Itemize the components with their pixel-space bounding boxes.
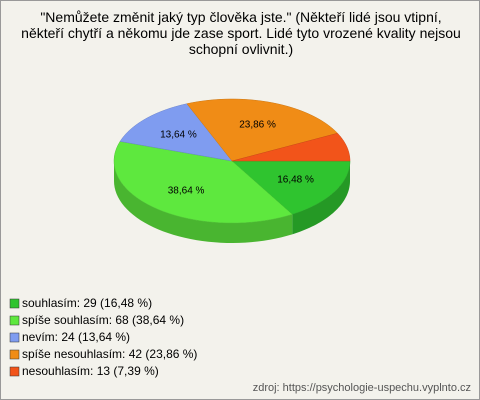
legend-entry: souhlasím: 29 (16,48 %) bbox=[22, 296, 152, 310]
slice bbox=[113, 141, 293, 224]
data-label: 16,48 % bbox=[277, 175, 314, 186]
data-label: 38,64 % bbox=[168, 186, 205, 197]
slice bbox=[119, 103, 233, 162]
legend-entry: nesouhlasím: 13 (7,39 %) bbox=[22, 364, 159, 378]
legend-entry: nevím: 24 (13,64 %) bbox=[22, 330, 130, 344]
slice bbox=[186, 98, 338, 162]
slice bbox=[231, 160, 351, 215]
data-label: 13,64 % bbox=[160, 129, 197, 140]
legend-swatch bbox=[9, 332, 20, 343]
slice-side bbox=[292, 161, 350, 235]
chart-title: "Nemůžete změnit jaký typ člověka jste."… bbox=[21, 9, 461, 57]
slice bbox=[231, 132, 351, 162]
legend-entry: spíše nesouhlasím: 42 (23,86 %) bbox=[22, 347, 197, 361]
legend-swatch bbox=[9, 298, 20, 309]
data-label: 23,86 % bbox=[239, 120, 276, 131]
legend-entry: spíše souhlasím: 68 (38,64 %) bbox=[22, 313, 184, 327]
source-note: zdroj: https://psychologie-uspechu.vypln… bbox=[253, 382, 471, 394]
legend-swatch bbox=[9, 349, 20, 360]
legend-swatch bbox=[9, 366, 20, 377]
legend-swatch bbox=[9, 315, 20, 326]
